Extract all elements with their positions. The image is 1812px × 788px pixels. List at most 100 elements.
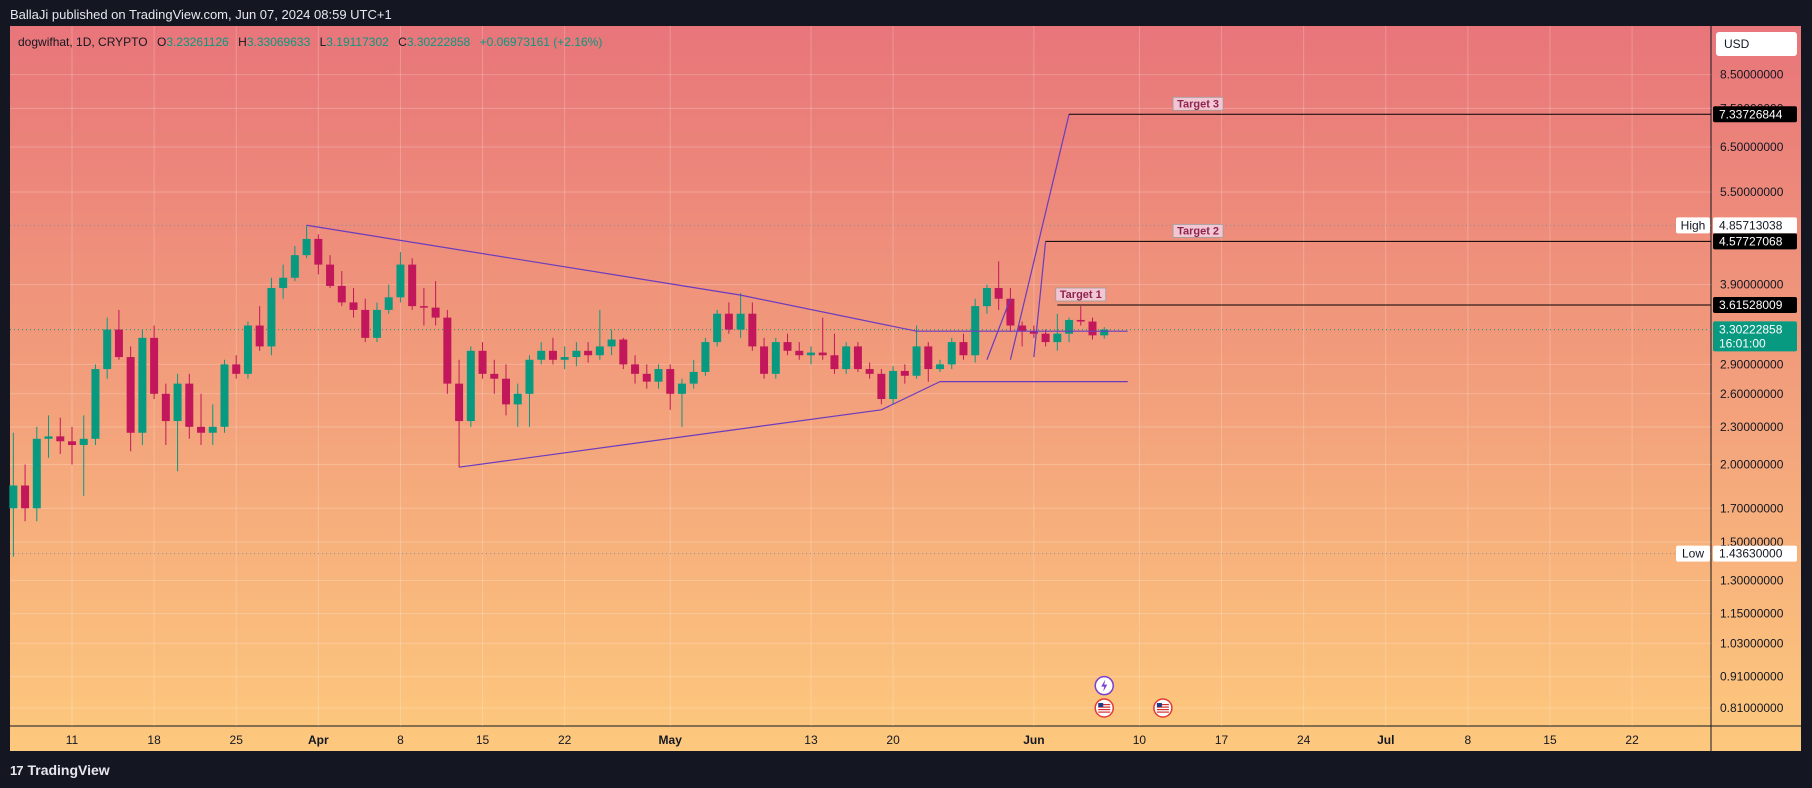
candle-body [642,373,651,382]
price-label: 4.85713038 [1719,218,1783,232]
price-tick-label: 2.90000000 [1720,357,1784,371]
candle [783,333,792,356]
candle-body [560,357,569,360]
candle [197,393,206,446]
candle-body [572,350,581,358]
time-tick-label: 15 [476,733,490,747]
price-tick-label: 1.70000000 [1720,501,1784,515]
candle-body [830,355,839,370]
candle [724,302,733,334]
candle [502,364,511,416]
candle-body [1088,321,1097,336]
candle [982,284,991,314]
price-tag-box [1676,217,1710,234]
price-tick-label: 1.15000000 [1720,607,1784,621]
candle [701,337,710,376]
candle [631,355,640,384]
candle [760,337,769,379]
symbol-legend: dogwifhat, 1D, CRYPTO O3.23261126 H3.330… [18,35,602,49]
candle-body [936,364,945,370]
candle-body [243,325,252,374]
price-label: 3.61528009 [1719,298,1783,312]
flag-stripe [1156,706,1169,708]
candle [889,366,898,405]
event-circle [1094,698,1114,718]
candle [9,432,18,557]
candle-body [326,264,335,286]
trendline [1033,241,1047,358]
legend-change: +0.06973161 (+2.16%) [479,35,603,49]
event-circle [1153,698,1173,718]
price-tag-box [1676,545,1710,562]
price-label-box [1713,217,1797,234]
candle [595,309,604,360]
candle [900,364,909,384]
candle [713,309,722,347]
target-label-box [1055,287,1107,302]
trendlines [306,114,1128,468]
candle [818,317,827,360]
time-tick-label: 13 [804,733,818,747]
legend-high-label: H [238,35,247,49]
tradingview-brand: TradingView [27,762,110,778]
candle-body [91,369,100,439]
flag-stripe [1098,706,1111,708]
candle-body [889,370,898,400]
candle-body [748,313,757,347]
time-tick-label: May [659,733,683,747]
time-tick-label: Jul [1377,733,1394,747]
time-tick-label: 11 [66,733,79,747]
candles [9,225,1109,557]
price-label-box [1713,106,1797,123]
price-tick-label: 2.30000000 [1720,420,1784,434]
target-label: Target 1 [1060,289,1102,301]
candle-body [232,364,241,374]
us-flag-icon [1094,698,1114,718]
candle-body [795,350,804,356]
price-tick-label: 1.50000000 [1720,535,1784,549]
legend-symbol[interactable]: dogwifhat, 1D, CRYPTO [18,35,148,49]
published-line: BallaJi published on TradingView.com, Ju… [10,7,392,22]
trendline [740,294,917,332]
time-tick-label: 24 [1297,733,1311,747]
price-tick-label: 8.50000000 [1720,68,1784,82]
candle [396,252,405,303]
candle-body [314,238,323,265]
candle-body [114,329,123,358]
currency-button[interactable]: USD [1716,32,1797,56]
candle-body [853,346,862,370]
candle-body [724,313,733,330]
candle-body [1065,319,1074,334]
candle-body [924,346,933,370]
time-tick-label: 17 [1215,733,1229,747]
candle-body [408,264,417,307]
time-tick-label: Jun [1023,733,1044,747]
candle [161,383,170,446]
candle-body [396,264,405,298]
candle-body [478,350,487,374]
target-label-box [1172,224,1224,238]
candle [584,342,593,363]
candle [21,464,30,522]
candle [466,346,475,427]
candle-body [1006,298,1015,326]
candle [349,288,358,318]
candle-body [68,441,76,446]
candle [173,373,182,472]
tradingview-footer[interactable]: 17 TradingView [10,762,110,778]
candle-body [548,350,557,360]
candle-body [525,359,534,394]
flag-stripe [1098,709,1111,711]
candle-body [818,352,827,356]
flag-canton [1098,703,1104,707]
candle [842,342,851,374]
candle-body [279,277,288,289]
candle-body [994,288,1003,299]
candle [337,271,346,307]
price-tick-label: 5.50000000 [1720,185,1784,199]
candle [103,317,112,379]
candle [431,281,440,326]
candle-body [466,350,475,422]
candle [959,333,968,360]
